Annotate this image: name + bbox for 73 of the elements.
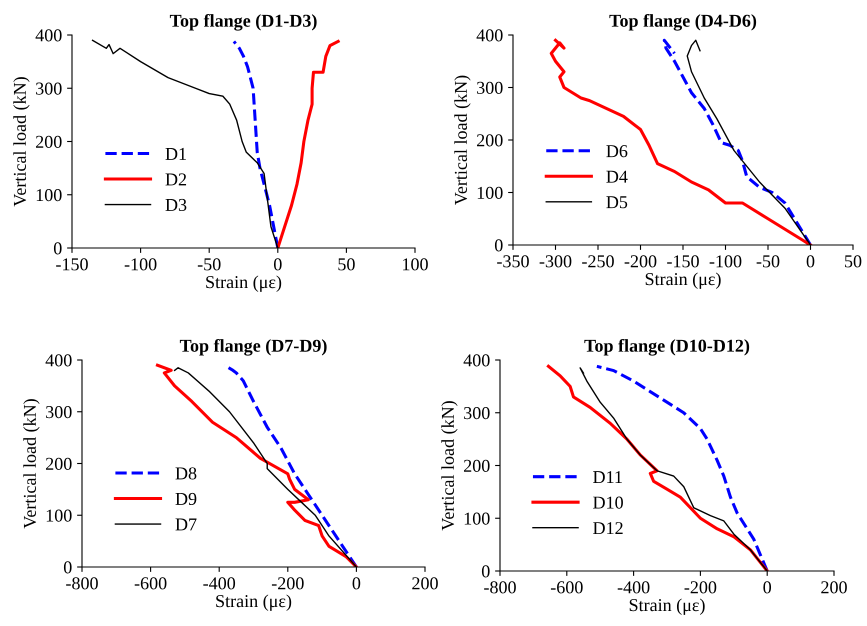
legend-label: D7 xyxy=(176,518,197,530)
line-series xyxy=(232,40,280,248)
x-tick-label: -50 xyxy=(198,258,221,270)
y-tick-label: 100 xyxy=(36,189,62,202)
x-tick-label: 200 xyxy=(821,581,847,594)
chart-title: Top flange (D1-D3) xyxy=(170,14,317,31)
chart-title: Top flange (D4-D6) xyxy=(609,14,756,31)
chart-title: Top flange (D10-D12) xyxy=(584,338,750,356)
x-tick-label: -600 xyxy=(550,581,583,594)
y-tick-label: 200 xyxy=(36,136,62,148)
y-tick-label: 400 xyxy=(464,354,490,366)
y-tick-label: 400 xyxy=(46,354,72,366)
x-axis-title: Strain (με) xyxy=(216,594,292,611)
x-axis-title: Strain (με) xyxy=(206,275,282,292)
x-tick-label: -350 xyxy=(497,255,529,268)
y-tick-label: 300 xyxy=(46,406,72,418)
x-tick-label: 0 xyxy=(352,577,360,590)
y-tick-label: 300 xyxy=(36,82,62,95)
y-tick-label: 200 xyxy=(476,134,503,146)
y-tick-label: 100 xyxy=(478,186,503,199)
x-tick-label: -800 xyxy=(484,581,516,594)
legend-label: D9 xyxy=(176,492,196,506)
legend-label: D4 xyxy=(606,170,628,183)
legend-label: D3 xyxy=(166,198,186,212)
chart-title: Top flange (D7-D9) xyxy=(180,338,327,356)
x-tick-label: 0 xyxy=(763,581,772,594)
x-tick-label: 0 xyxy=(806,255,814,268)
x-tick-label: 200 xyxy=(412,577,438,590)
legend-label: D5 xyxy=(606,196,628,208)
x-tick-label: 50 xyxy=(338,258,355,270)
x-tick-label: 100 xyxy=(403,258,428,270)
y-tick-label: 400 xyxy=(476,29,503,42)
legend-label: D10 xyxy=(593,496,623,509)
y-tick-label: 0 xyxy=(64,561,72,574)
legend-label: D1 xyxy=(166,148,186,160)
x-tick-label: -100 xyxy=(710,255,742,268)
y-tick-label: 300 xyxy=(477,82,503,94)
x-tick-label: -100 xyxy=(124,258,156,270)
x-axis-title: Strain (με) xyxy=(630,598,705,615)
legend-label: D6 xyxy=(606,145,628,158)
legend-label: D2 xyxy=(166,173,186,186)
x-tick-label: -400 xyxy=(618,581,650,594)
legend-label: D11 xyxy=(593,471,622,484)
y-tick-label: 100 xyxy=(46,510,72,522)
x-tick-label: -50 xyxy=(756,255,780,268)
x-tick-label: -150 xyxy=(56,258,88,270)
x-axis-title: Strain (με) xyxy=(646,272,721,289)
x-tick-label: -200 xyxy=(272,577,304,590)
y-tick-label: 300 xyxy=(464,407,490,420)
y-tick-label: 200 xyxy=(46,458,72,470)
y-axis-title: Vertical load (kN) xyxy=(454,76,471,205)
y-tick-label: 0 xyxy=(482,565,490,578)
y-tick-label: 0 xyxy=(494,239,503,252)
x-tick-label: -600 xyxy=(134,577,166,590)
x-tick-label: -800 xyxy=(66,577,98,590)
y-axis-title: Vertical load (kN) xyxy=(441,401,458,530)
x-tick-label: -300 xyxy=(540,255,572,268)
x-tick-label: -200 xyxy=(684,581,716,594)
y-axis-title: Vertical load (kN) xyxy=(13,77,30,206)
x-tick-label: -250 xyxy=(582,255,614,268)
x-tick-label: -150 xyxy=(667,255,699,268)
x-tick-label: -200 xyxy=(624,255,656,268)
y-tick-label: 100 xyxy=(464,512,490,525)
line-series xyxy=(276,40,340,248)
y-axis-title: Vertical load (kN) xyxy=(23,399,40,528)
legend-label: D8 xyxy=(176,467,196,480)
x-tick-label: -400 xyxy=(203,577,236,590)
x-tick-label: 0 xyxy=(274,258,282,270)
y-tick-label: 400 xyxy=(36,29,62,42)
legend-label: D12 xyxy=(593,522,623,534)
y-tick-label: 0 xyxy=(54,242,62,254)
x-tick-label: 50 xyxy=(845,255,862,268)
y-tick-label: 200 xyxy=(464,460,490,472)
